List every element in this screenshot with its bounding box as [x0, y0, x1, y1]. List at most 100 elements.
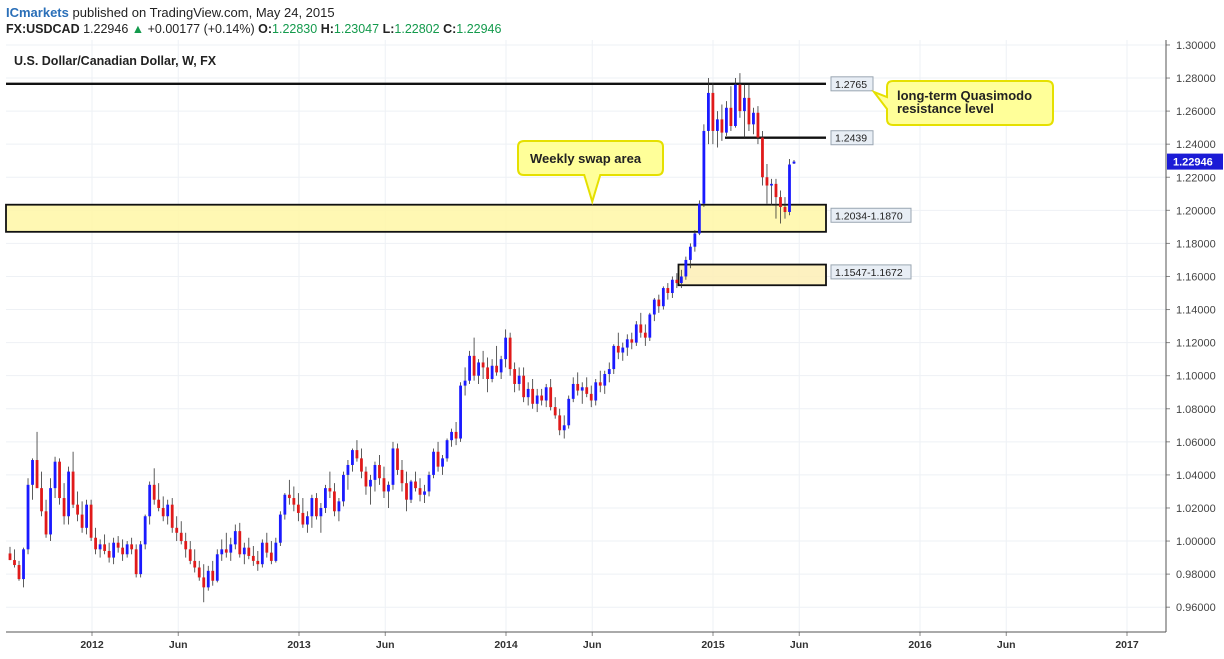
candle-up [792, 161, 796, 164]
candle-down [747, 97, 751, 125]
candle-up [324, 488, 327, 508]
candle-up [305, 516, 309, 525]
candle-down [400, 469, 404, 484]
x-tick-label: Jun [169, 639, 188, 651]
candle-up [535, 395, 539, 404]
candle-up [468, 355, 471, 381]
candle-up [450, 431, 453, 441]
y-tick-label: 1.18000 [1176, 238, 1216, 250]
x-tick-label: 2015 [701, 639, 725, 651]
y-tick-label: 0.98000 [1176, 569, 1216, 581]
candle-up [625, 339, 629, 348]
candle-down [585, 387, 589, 394]
candle-up [743, 97, 746, 112]
x-tick-label: 2012 [80, 639, 104, 651]
candle-down [576, 383, 580, 391]
candle-up [391, 448, 395, 485]
candle-down [256, 560, 260, 565]
open-value: 1.22830 [272, 22, 318, 36]
level-label-box [830, 76, 874, 92]
candle-down [121, 547, 125, 555]
candle-down [94, 537, 98, 550]
candle-down [643, 332, 647, 338]
candle-down [8, 553, 12, 561]
y-tick-label: 1.04000 [1176, 470, 1216, 482]
candle-down [58, 461, 61, 499]
candle-down [675, 279, 679, 284]
candle-up [67, 471, 70, 517]
callout-bubble [871, 80, 1054, 126]
candle-up [571, 383, 575, 399]
y-tick-label: 1.22000 [1176, 172, 1216, 184]
candle-up [770, 183, 773, 186]
candle-up [688, 246, 692, 260]
candle-up [594, 382, 598, 401]
y-tick-label: 1.10000 [1176, 371, 1216, 383]
candle-down [292, 498, 296, 505]
candle-down [152, 484, 156, 500]
candle-up [621, 347, 625, 353]
candle-up [697, 203, 701, 234]
candle-down [197, 567, 201, 578]
candle-down [418, 488, 422, 495]
candle-up [490, 365, 494, 379]
candle-up [612, 345, 616, 370]
candle-up [463, 380, 467, 386]
candle-down [44, 511, 48, 535]
high-value: 1.23047 [333, 22, 380, 36]
up-arrow-icon: ▲ [131, 22, 145, 36]
candle-down [779, 197, 782, 208]
candle-down [40, 488, 43, 512]
candle-down [589, 393, 593, 401]
candle-down [265, 542, 269, 553]
candle-down [224, 549, 228, 553]
candle-up [125, 544, 129, 555]
candle-down [540, 395, 544, 401]
y-tick-label: 1.02000 [1176, 503, 1216, 515]
candle-down [80, 514, 84, 528]
candle-up [98, 544, 102, 550]
candle-down [116, 542, 120, 548]
candle-up [166, 504, 170, 517]
candle-down [314, 498, 318, 517]
candle-up [220, 549, 224, 555]
candle-up [260, 542, 264, 565]
candle-up [459, 385, 462, 439]
y-tick-label: 1.14000 [1176, 305, 1216, 317]
candle-up [206, 570, 210, 588]
candle-up [603, 374, 607, 386]
author-name[interactable]: ICmarkets [6, 5, 69, 20]
candle-up [148, 484, 152, 517]
x-tick-label: 2014 [494, 639, 518, 651]
candle-down [481, 362, 485, 368]
candle-down [756, 112, 760, 138]
candle-up [684, 259, 688, 277]
y-tick-label: 1.16000 [1176, 271, 1216, 283]
y-tick-label: 1.00000 [1176, 536, 1216, 548]
candle-down [333, 491, 336, 512]
candle-up [274, 542, 278, 561]
candle-down [396, 448, 399, 470]
candle-down [301, 512, 305, 525]
candle-down [175, 527, 179, 533]
candle-up [49, 488, 52, 535]
candle-up [504, 337, 508, 360]
candle-down [35, 460, 39, 489]
candle-up [445, 440, 449, 459]
zones-layer: 1.2034-1.1870 1.1547-1.1672 [5, 203, 912, 287]
candle-up [423, 491, 426, 495]
candle-down [761, 137, 764, 178]
candle-down [639, 324, 643, 333]
last-price: 1.22946 [83, 22, 129, 36]
candle-down [382, 478, 386, 492]
candle-down [13, 560, 16, 566]
candle-down [107, 550, 111, 558]
candle-down [134, 549, 138, 575]
candles-layer [8, 73, 796, 603]
candle-down [486, 367, 490, 379]
candle-up [342, 474, 345, 502]
candle-down [378, 464, 381, 479]
candle-up [229, 544, 233, 553]
candle-down [711, 92, 715, 131]
